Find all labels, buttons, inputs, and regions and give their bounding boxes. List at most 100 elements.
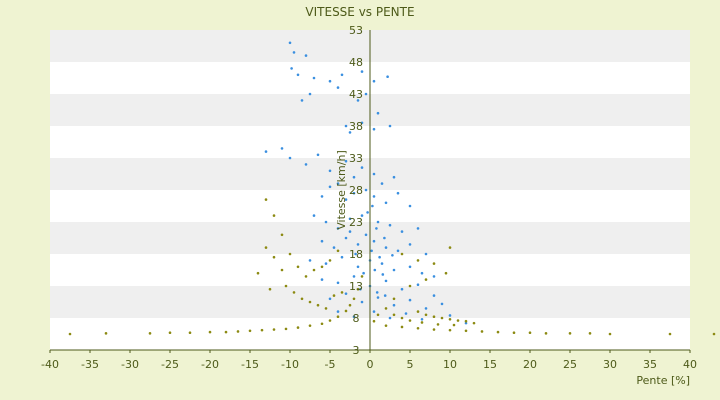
- data-point-series-2: [420, 321, 424, 324]
- data-point-series-2: [400, 316, 404, 320]
- data-point-series-2: [344, 309, 348, 313]
- x-axis-label: Pente [%]: [636, 374, 690, 387]
- data-point-series-1: [359, 287, 362, 291]
- data-point-series-1: [400, 230, 404, 233]
- data-point-series-2: [296, 326, 300, 329]
- data-point-series-1: [360, 214, 364, 217]
- data-point-series-2: [440, 316, 444, 320]
- x-tick-label: -25: [161, 358, 179, 371]
- data-point-series-1: [364, 92, 368, 96]
- data-point-series-1: [320, 195, 324, 198]
- data-point-series-1: [416, 283, 420, 287]
- data-point-series-1: [416, 227, 420, 230]
- data-point-series-2: [272, 214, 276, 217]
- data-point-series-2: [264, 246, 268, 249]
- data-point-series-1: [424, 307, 428, 310]
- data-point-series-2: [352, 297, 356, 301]
- data-point-series-1: [324, 220, 328, 224]
- data-point-series-1: [352, 315, 356, 319]
- data-point-series-1: [376, 296, 380, 299]
- data-point-series-1: [396, 191, 400, 195]
- x-tick-label: -10: [281, 358, 299, 371]
- y-tick-label: 8: [353, 312, 360, 325]
- data-point-series-1: [336, 281, 340, 285]
- data-point-series-1: [336, 227, 340, 230]
- data-point-series-2: [668, 332, 672, 336]
- data-point-series-1: [336, 182, 340, 185]
- data-point-series-1: [432, 275, 436, 278]
- y-tick-label: 38: [349, 120, 363, 133]
- data-point-series-1: [408, 243, 412, 246]
- data-point-series-1: [408, 298, 412, 302]
- data-point-series-2: [400, 325, 404, 329]
- data-point-series-2: [432, 328, 436, 331]
- data-point-series-1: [388, 124, 392, 128]
- data-point-series-2: [208, 330, 212, 334]
- data-point-series-1: [344, 159, 348, 163]
- data-point-series-2: [464, 329, 468, 333]
- data-point-series-1: [420, 271, 424, 275]
- data-point-series-1: [348, 230, 352, 233]
- data-point-series-2: [336, 249, 340, 253]
- y-tick-label: 33: [349, 152, 363, 165]
- data-point-series-1: [366, 211, 369, 214]
- data-point-series-1: [328, 185, 332, 189]
- data-point-series-1: [312, 214, 316, 217]
- data-point-series-2: [416, 326, 420, 330]
- data-point-series-2: [188, 331, 192, 335]
- data-point-series-2: [272, 255, 276, 259]
- data-point-series-2: [444, 271, 448, 275]
- data-point-series-2: [332, 294, 336, 297]
- data-point-series-1: [324, 262, 328, 265]
- data-point-series-1: [372, 310, 376, 313]
- y-axis-label: Vitesse [km/h]: [335, 150, 348, 230]
- data-point-series-1: [348, 217, 352, 221]
- data-point-series-1: [352, 275, 356, 278]
- data-point-series-2: [324, 307, 328, 310]
- data-point-series-2: [496, 330, 500, 334]
- data-point-series-2: [236, 330, 240, 333]
- data-point-series-1: [372, 172, 376, 176]
- data-point-series-1: [372, 239, 376, 243]
- data-point-series-1: [356, 243, 360, 246]
- data-point-series-2: [416, 259, 420, 262]
- data-point-series-1: [380, 262, 384, 265]
- data-point-series-1: [354, 252, 357, 256]
- chart-title: VITESSE vs PENTE: [305, 5, 414, 19]
- data-point-series-1: [312, 76, 316, 80]
- data-point-series-1: [391, 253, 394, 257]
- data-point-series-2: [392, 297, 396, 301]
- data-point-series-2: [544, 332, 548, 335]
- data-point-series-1: [383, 294, 387, 297]
- data-point-series-1: [344, 124, 348, 128]
- data-point-series-2: [288, 252, 292, 256]
- data-point-series-1: [320, 239, 324, 243]
- data-point-series-2: [456, 319, 460, 322]
- data-point-series-1: [396, 249, 400, 253]
- y-tick-label: 13: [349, 280, 363, 293]
- y-tick-label: 3: [353, 344, 360, 357]
- data-point-series-1: [328, 79, 332, 83]
- data-point-series-2: [168, 331, 172, 335]
- data-point-series-1: [400, 287, 404, 291]
- data-point-series-1: [408, 265, 412, 269]
- data-point-series-1: [340, 73, 344, 77]
- data-point-series-2: [300, 297, 304, 301]
- x-tick-label: 10: [443, 358, 457, 371]
- data-point-series-2: [452, 323, 456, 327]
- data-point-series-2: [320, 265, 324, 269]
- data-point-series-1: [376, 111, 380, 115]
- data-point-series-2: [424, 278, 428, 281]
- data-point-series-2: [384, 307, 388, 310]
- data-point-series-2: [308, 324, 312, 327]
- data-point-series-1: [392, 303, 396, 307]
- data-point-series-2: [376, 313, 380, 317]
- data-point-series-1: [316, 153, 320, 157]
- x-tick-label: -40: [41, 358, 59, 371]
- data-point-series-1: [360, 300, 364, 304]
- data-point-series-2: [568, 332, 572, 335]
- data-point-series-2: [264, 198, 268, 201]
- data-point-series-2: [372, 319, 376, 323]
- y-tick-label: 23: [349, 216, 363, 229]
